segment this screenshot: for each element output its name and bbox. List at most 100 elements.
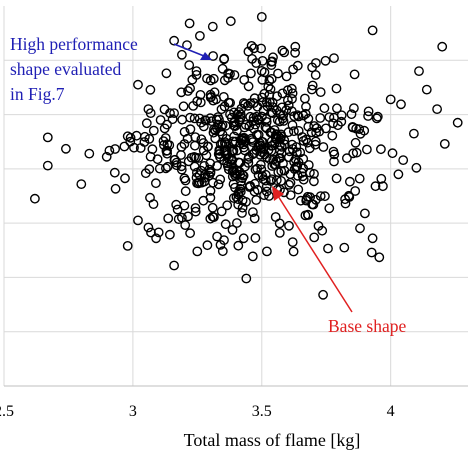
data-point bbox=[185, 124, 196, 135]
data-points bbox=[30, 11, 463, 300]
data-point bbox=[205, 168, 216, 179]
data-point bbox=[205, 92, 216, 103]
data-point bbox=[145, 84, 156, 95]
data-point bbox=[61, 143, 71, 154]
data-point bbox=[190, 203, 201, 213]
data-point bbox=[109, 167, 120, 178]
data-point bbox=[225, 16, 236, 27]
data-point bbox=[227, 155, 238, 166]
data-point bbox=[210, 125, 221, 136]
data-point bbox=[344, 176, 355, 187]
data-point bbox=[207, 21, 218, 32]
data-point bbox=[256, 43, 266, 54]
data-point bbox=[277, 45, 288, 56]
data-point bbox=[236, 176, 247, 187]
data-point bbox=[291, 142, 302, 152]
data-point bbox=[185, 83, 196, 94]
data-point bbox=[196, 177, 207, 188]
data-point bbox=[219, 235, 229, 246]
data-point bbox=[179, 139, 190, 149]
data-point bbox=[250, 164, 261, 175]
data-point bbox=[315, 191, 326, 202]
data-point bbox=[367, 25, 378, 36]
data-point bbox=[158, 136, 169, 147]
data-point bbox=[318, 289, 328, 300]
data-point bbox=[309, 121, 320, 131]
data-point bbox=[283, 152, 294, 163]
data-point bbox=[291, 161, 301, 172]
data-point bbox=[158, 140, 169, 150]
data-point bbox=[245, 68, 256, 79]
data-point bbox=[176, 49, 187, 60]
data-point bbox=[161, 145, 172, 156]
data-point bbox=[196, 117, 207, 128]
data-point bbox=[217, 246, 228, 257]
data-point bbox=[290, 47, 300, 58]
data-point bbox=[286, 106, 297, 117]
data-point bbox=[176, 161, 187, 172]
data-point bbox=[42, 132, 53, 143]
data-point bbox=[219, 75, 230, 86]
data-point bbox=[160, 163, 171, 174]
high-performance-annotation: High performance shape evaluated in Fig.… bbox=[10, 34, 212, 104]
data-point bbox=[302, 209, 313, 220]
data-point bbox=[266, 136, 277, 147]
high-performance-arrowhead bbox=[200, 52, 212, 60]
data-point bbox=[293, 125, 304, 136]
data-point bbox=[279, 47, 290, 58]
data-point bbox=[243, 81, 254, 92]
data-point bbox=[348, 103, 359, 114]
data-point bbox=[227, 224, 238, 235]
data-point bbox=[339, 242, 350, 253]
base-shape-arrow bbox=[277, 195, 353, 313]
data-point bbox=[171, 160, 182, 171]
data-point bbox=[249, 178, 260, 189]
data-point bbox=[306, 84, 317, 95]
data-point bbox=[211, 94, 222, 105]
data-point bbox=[289, 164, 300, 175]
data-point bbox=[355, 223, 365, 234]
data-point bbox=[387, 148, 398, 159]
data-point bbox=[268, 52, 278, 63]
high-performance-label-line-1: High performance bbox=[10, 34, 138, 54]
data-point bbox=[250, 233, 261, 243]
x-axis-title: Total mass of flame [kg] bbox=[184, 430, 361, 450]
data-point bbox=[183, 156, 194, 167]
data-point bbox=[219, 53, 230, 64]
data-point bbox=[350, 137, 361, 148]
data-point bbox=[281, 71, 292, 82]
data-point bbox=[376, 173, 387, 184]
data-point bbox=[372, 111, 383, 122]
data-point bbox=[231, 218, 242, 228]
data-point bbox=[178, 101, 189, 112]
data-point bbox=[76, 179, 87, 190]
data-point bbox=[225, 98, 236, 108]
data-point bbox=[167, 114, 178, 125]
data-point bbox=[315, 87, 326, 98]
data-point bbox=[232, 145, 242, 156]
data-point bbox=[361, 144, 372, 155]
data-point bbox=[240, 99, 251, 110]
data-point bbox=[119, 141, 130, 152]
data-point bbox=[259, 190, 269, 201]
data-point bbox=[267, 161, 278, 171]
data-point bbox=[319, 103, 330, 114]
data-point bbox=[253, 114, 264, 125]
data-point bbox=[309, 232, 320, 243]
data-point bbox=[191, 167, 202, 178]
data-point bbox=[266, 74, 277, 84]
data-point bbox=[247, 207, 258, 218]
data-point bbox=[287, 88, 298, 99]
data-point bbox=[277, 88, 288, 99]
data-point bbox=[248, 112, 259, 123]
data-point bbox=[104, 145, 115, 156]
data-point bbox=[264, 191, 274, 201]
x-tick-label: 4 bbox=[387, 403, 395, 420]
data-point bbox=[359, 208, 370, 219]
data-point bbox=[287, 237, 298, 248]
data-point bbox=[327, 130, 338, 141]
data-point bbox=[257, 97, 268, 108]
data-point bbox=[293, 111, 304, 122]
data-point bbox=[30, 193, 40, 204]
data-point bbox=[253, 170, 264, 181]
